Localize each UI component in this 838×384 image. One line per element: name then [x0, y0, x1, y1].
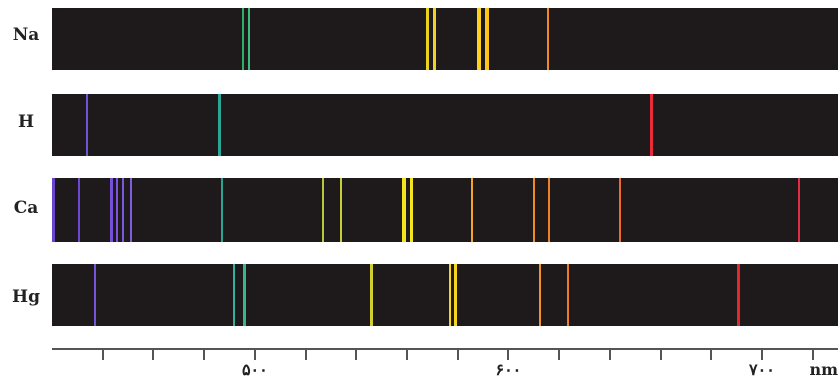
axis-minor-tick	[608, 348, 611, 360]
spectral-line-ca	[121, 178, 124, 242]
spectral-line-ca	[532, 178, 535, 242]
axis-minor-tick	[101, 348, 104, 360]
spectral-line-hg	[448, 264, 451, 326]
spectral-line-hg	[243, 264, 247, 326]
label-h: H	[17, 112, 35, 132]
axis-minor-tick	[710, 348, 713, 360]
wavelength-axis: nm ۵۰۰ ۶۰۰ ۷۰۰	[52, 345, 838, 384]
axis-minor-tick	[558, 348, 561, 360]
spectral-line-ca	[221, 178, 224, 242]
spectrum-strip-na	[52, 8, 838, 70]
spectral-line-na	[477, 8, 482, 70]
spectral-line-hg	[232, 264, 235, 326]
label-hg: Hg	[12, 287, 40, 307]
axis-tick-label: ۵۰۰	[241, 360, 268, 379]
axis-minor-tick	[659, 348, 662, 360]
spectral-line-hg	[736, 264, 740, 326]
axis-unit-label: nm	[809, 360, 838, 379]
spectral-line-ca	[322, 178, 325, 242]
spectral-line-ca	[548, 178, 551, 242]
axis-tick-label: ۶۰۰	[495, 360, 522, 379]
spectral-line-ca	[340, 178, 343, 242]
axis-minor-tick	[152, 348, 155, 360]
axis-major-tick	[507, 348, 510, 360]
spectral-line-hg	[566, 264, 569, 326]
label-ca: Ca	[13, 198, 39, 218]
spectral-line-ca	[401, 178, 406, 242]
spectral-line-h	[649, 94, 653, 156]
axis-minor-tick	[355, 348, 358, 360]
axis-tick-label: ۷۰۰	[749, 360, 775, 379]
axis-minor-tick	[304, 348, 307, 360]
spectral-line-ca	[618, 178, 621, 242]
axis-minor-tick	[405, 348, 408, 360]
spectral-line-hg	[453, 264, 457, 326]
axis-minor-tick	[203, 348, 206, 360]
spectral-line-hg	[93, 264, 96, 326]
spectral-line-ca	[77, 178, 80, 242]
spectral-line-ca	[116, 178, 119, 242]
spectral-line-na	[484, 8, 489, 70]
axis-minor-tick	[456, 348, 459, 360]
axis-major-tick	[253, 348, 256, 360]
spectral-line-na	[242, 8, 245, 70]
spectral-line-hg	[538, 264, 541, 326]
spectral-line-na	[426, 8, 430, 70]
spectral-line-h	[86, 94, 89, 156]
spectral-line-h	[218, 94, 222, 156]
spectral-line-na	[248, 8, 251, 70]
spectral-line-ca	[52, 178, 55, 242]
axis-major-tick	[760, 348, 763, 360]
axis-minor-tick	[811, 348, 814, 360]
spectral-line-ca	[110, 178, 114, 242]
spectral-line-na	[432, 8, 436, 70]
spectral-line-ca	[129, 178, 132, 242]
spectral-line-hg	[370, 264, 374, 326]
spectral-line-ca	[470, 178, 473, 242]
spectrum-strip-ca	[52, 178, 838, 242]
axis-line	[52, 348, 838, 350]
spectral-line-ca	[798, 178, 801, 242]
spectrum-strip-hg	[52, 264, 838, 326]
spectral-line-na	[547, 8, 550, 70]
spectrum-strip-h	[52, 94, 838, 156]
spectral-line-ca	[410, 178, 414, 242]
label-na: Na	[12, 25, 40, 45]
